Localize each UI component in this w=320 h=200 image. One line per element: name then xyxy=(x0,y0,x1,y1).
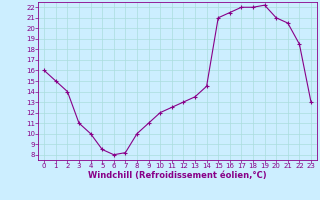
X-axis label: Windchill (Refroidissement éolien,°C): Windchill (Refroidissement éolien,°C) xyxy=(88,171,267,180)
